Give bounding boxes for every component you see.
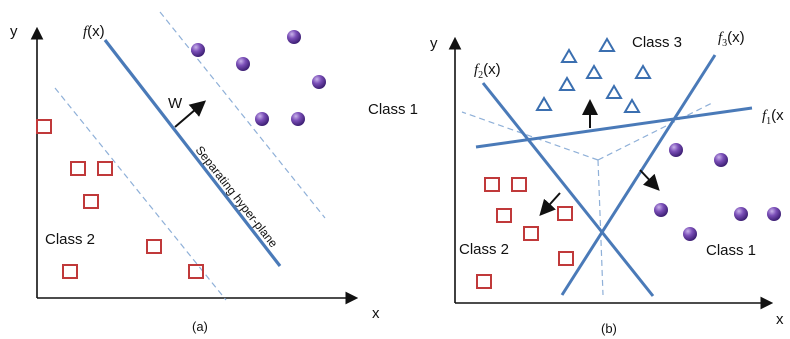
panel-b-class2-label: Class 2 bbox=[459, 241, 509, 258]
class2-point bbox=[523, 226, 539, 241]
class3-point bbox=[598, 37, 616, 52]
panel-a-class1-label: Class 1 bbox=[368, 101, 418, 118]
panel-b-y-axis-label: y bbox=[430, 35, 438, 52]
class2-points bbox=[36, 119, 204, 279]
f3-line bbox=[560, 54, 717, 296]
f2-label: f2(x) bbox=[474, 61, 501, 81]
weight-vector-arrow bbox=[174, 100, 207, 128]
panel-b-x-axis-label: x bbox=[776, 311, 784, 328]
class1-point bbox=[255, 112, 269, 126]
class1-point bbox=[287, 30, 301, 44]
class1-point bbox=[191, 43, 205, 57]
class2-point bbox=[36, 119, 52, 134]
class1-point bbox=[291, 112, 305, 126]
weight-label: W bbox=[168, 95, 183, 112]
panel-b: y x f2(x) f3(x) f1(x bbox=[430, 29, 784, 336]
class1-points bbox=[191, 30, 326, 126]
class2-point bbox=[476, 274, 492, 289]
class2-point bbox=[83, 194, 99, 209]
class3-point bbox=[585, 64, 603, 79]
panel-a-y-axis-label: y bbox=[10, 23, 18, 40]
margin-line-lower bbox=[54, 87, 227, 301]
class2-points-b bbox=[476, 177, 574, 289]
hyperplane-label: Separating hyper-plane bbox=[193, 143, 281, 250]
panel-a: y x Separating hyper-plane f(x) W Class … bbox=[10, 11, 418, 334]
margin-line-upper bbox=[159, 11, 326, 219]
class1-point bbox=[683, 227, 697, 241]
class1-point bbox=[654, 203, 668, 217]
f1-line bbox=[475, 106, 753, 149]
f3-label: f3(x) bbox=[718, 29, 745, 49]
class2-point bbox=[62, 264, 78, 279]
class2-point bbox=[70, 161, 86, 176]
class3-point bbox=[558, 76, 576, 91]
class1-point bbox=[734, 207, 748, 221]
class3-point bbox=[634, 64, 652, 79]
class3-point bbox=[605, 84, 623, 99]
class2-point bbox=[496, 208, 512, 223]
panel-a-func-label: f(x) bbox=[83, 23, 105, 40]
region-boundaries bbox=[461, 101, 715, 296]
panel-b-caption: (b) bbox=[601, 321, 617, 336]
class1-point bbox=[714, 153, 728, 167]
class2-point bbox=[484, 177, 500, 192]
f1-label: f1(x bbox=[762, 107, 784, 127]
region-boundary bbox=[461, 111, 599, 161]
class3-point bbox=[560, 48, 578, 63]
class2-point bbox=[146, 239, 162, 254]
class2-point bbox=[557, 206, 573, 221]
class3-point bbox=[623, 98, 641, 113]
separating-hyperplane bbox=[103, 39, 282, 267]
f2-line bbox=[481, 82, 655, 297]
region-boundary bbox=[597, 159, 604, 296]
class3-point bbox=[535, 96, 553, 111]
panel-b-class1-label: Class 1 bbox=[706, 242, 756, 259]
class3-points bbox=[535, 37, 652, 113]
class2-point bbox=[188, 264, 204, 279]
class2-point bbox=[511, 177, 527, 192]
panel-a-x-axis-label: x bbox=[372, 305, 380, 322]
class1-point bbox=[236, 57, 250, 71]
panel-a-class2-label: Class 2 bbox=[45, 231, 95, 248]
class2-point bbox=[97, 161, 113, 176]
region-boundary bbox=[597, 101, 715, 161]
panel-b-class3-label: Class 3 bbox=[632, 34, 682, 51]
class1-point bbox=[312, 75, 326, 89]
f3-normal-arrow bbox=[639, 169, 660, 191]
class2-point bbox=[558, 251, 574, 266]
panel-a-caption: (a) bbox=[192, 319, 208, 334]
class1-points-b bbox=[654, 143, 781, 241]
f2-normal-arrow bbox=[539, 192, 561, 216]
class1-point bbox=[767, 207, 781, 221]
class1-point bbox=[669, 143, 683, 157]
